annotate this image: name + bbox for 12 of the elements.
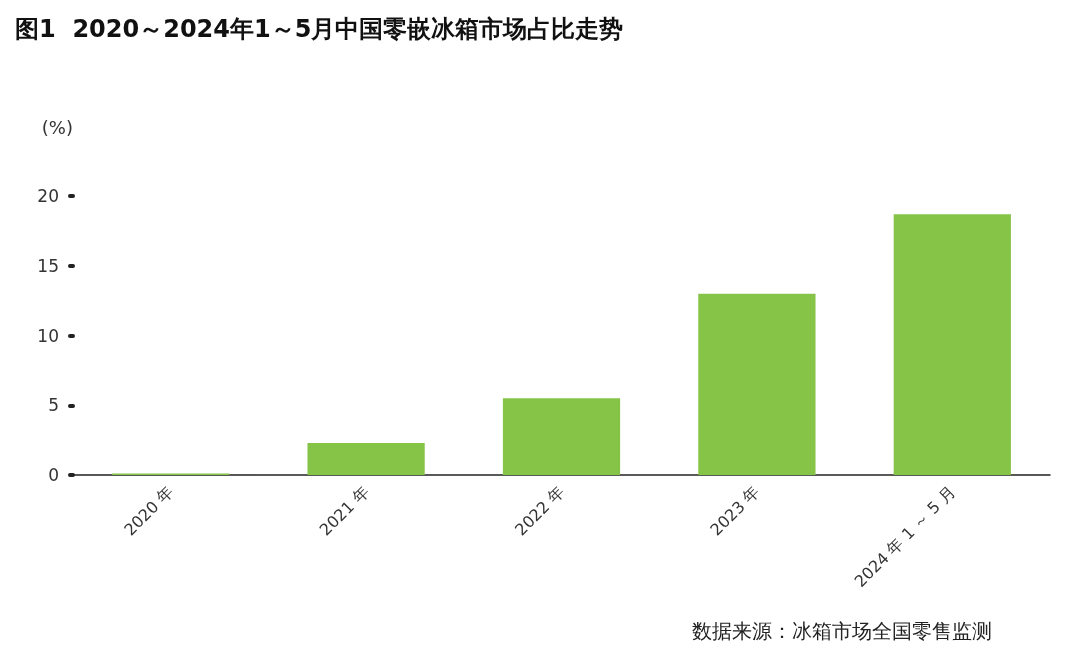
chart-title: 图1 2020～2024年1～5月中国零嵌冰箱市场占比走势 bbox=[15, 15, 624, 43]
y-tick-label: 0 bbox=[48, 465, 59, 485]
source-note: 数据来源：冰箱市场全国零售监测 bbox=[692, 619, 992, 643]
bar bbox=[698, 293, 816, 475]
y-axis-title: (%) bbox=[41, 116, 73, 138]
bar bbox=[893, 214, 1011, 475]
y-tick-label: 5 bbox=[48, 395, 59, 416]
y-tick-label: 10 bbox=[37, 325, 59, 346]
bar bbox=[307, 442, 425, 475]
y-tick-label: 15 bbox=[37, 255, 59, 276]
bar bbox=[502, 398, 621, 475]
y-tick-label: 20 bbox=[37, 186, 59, 206]
